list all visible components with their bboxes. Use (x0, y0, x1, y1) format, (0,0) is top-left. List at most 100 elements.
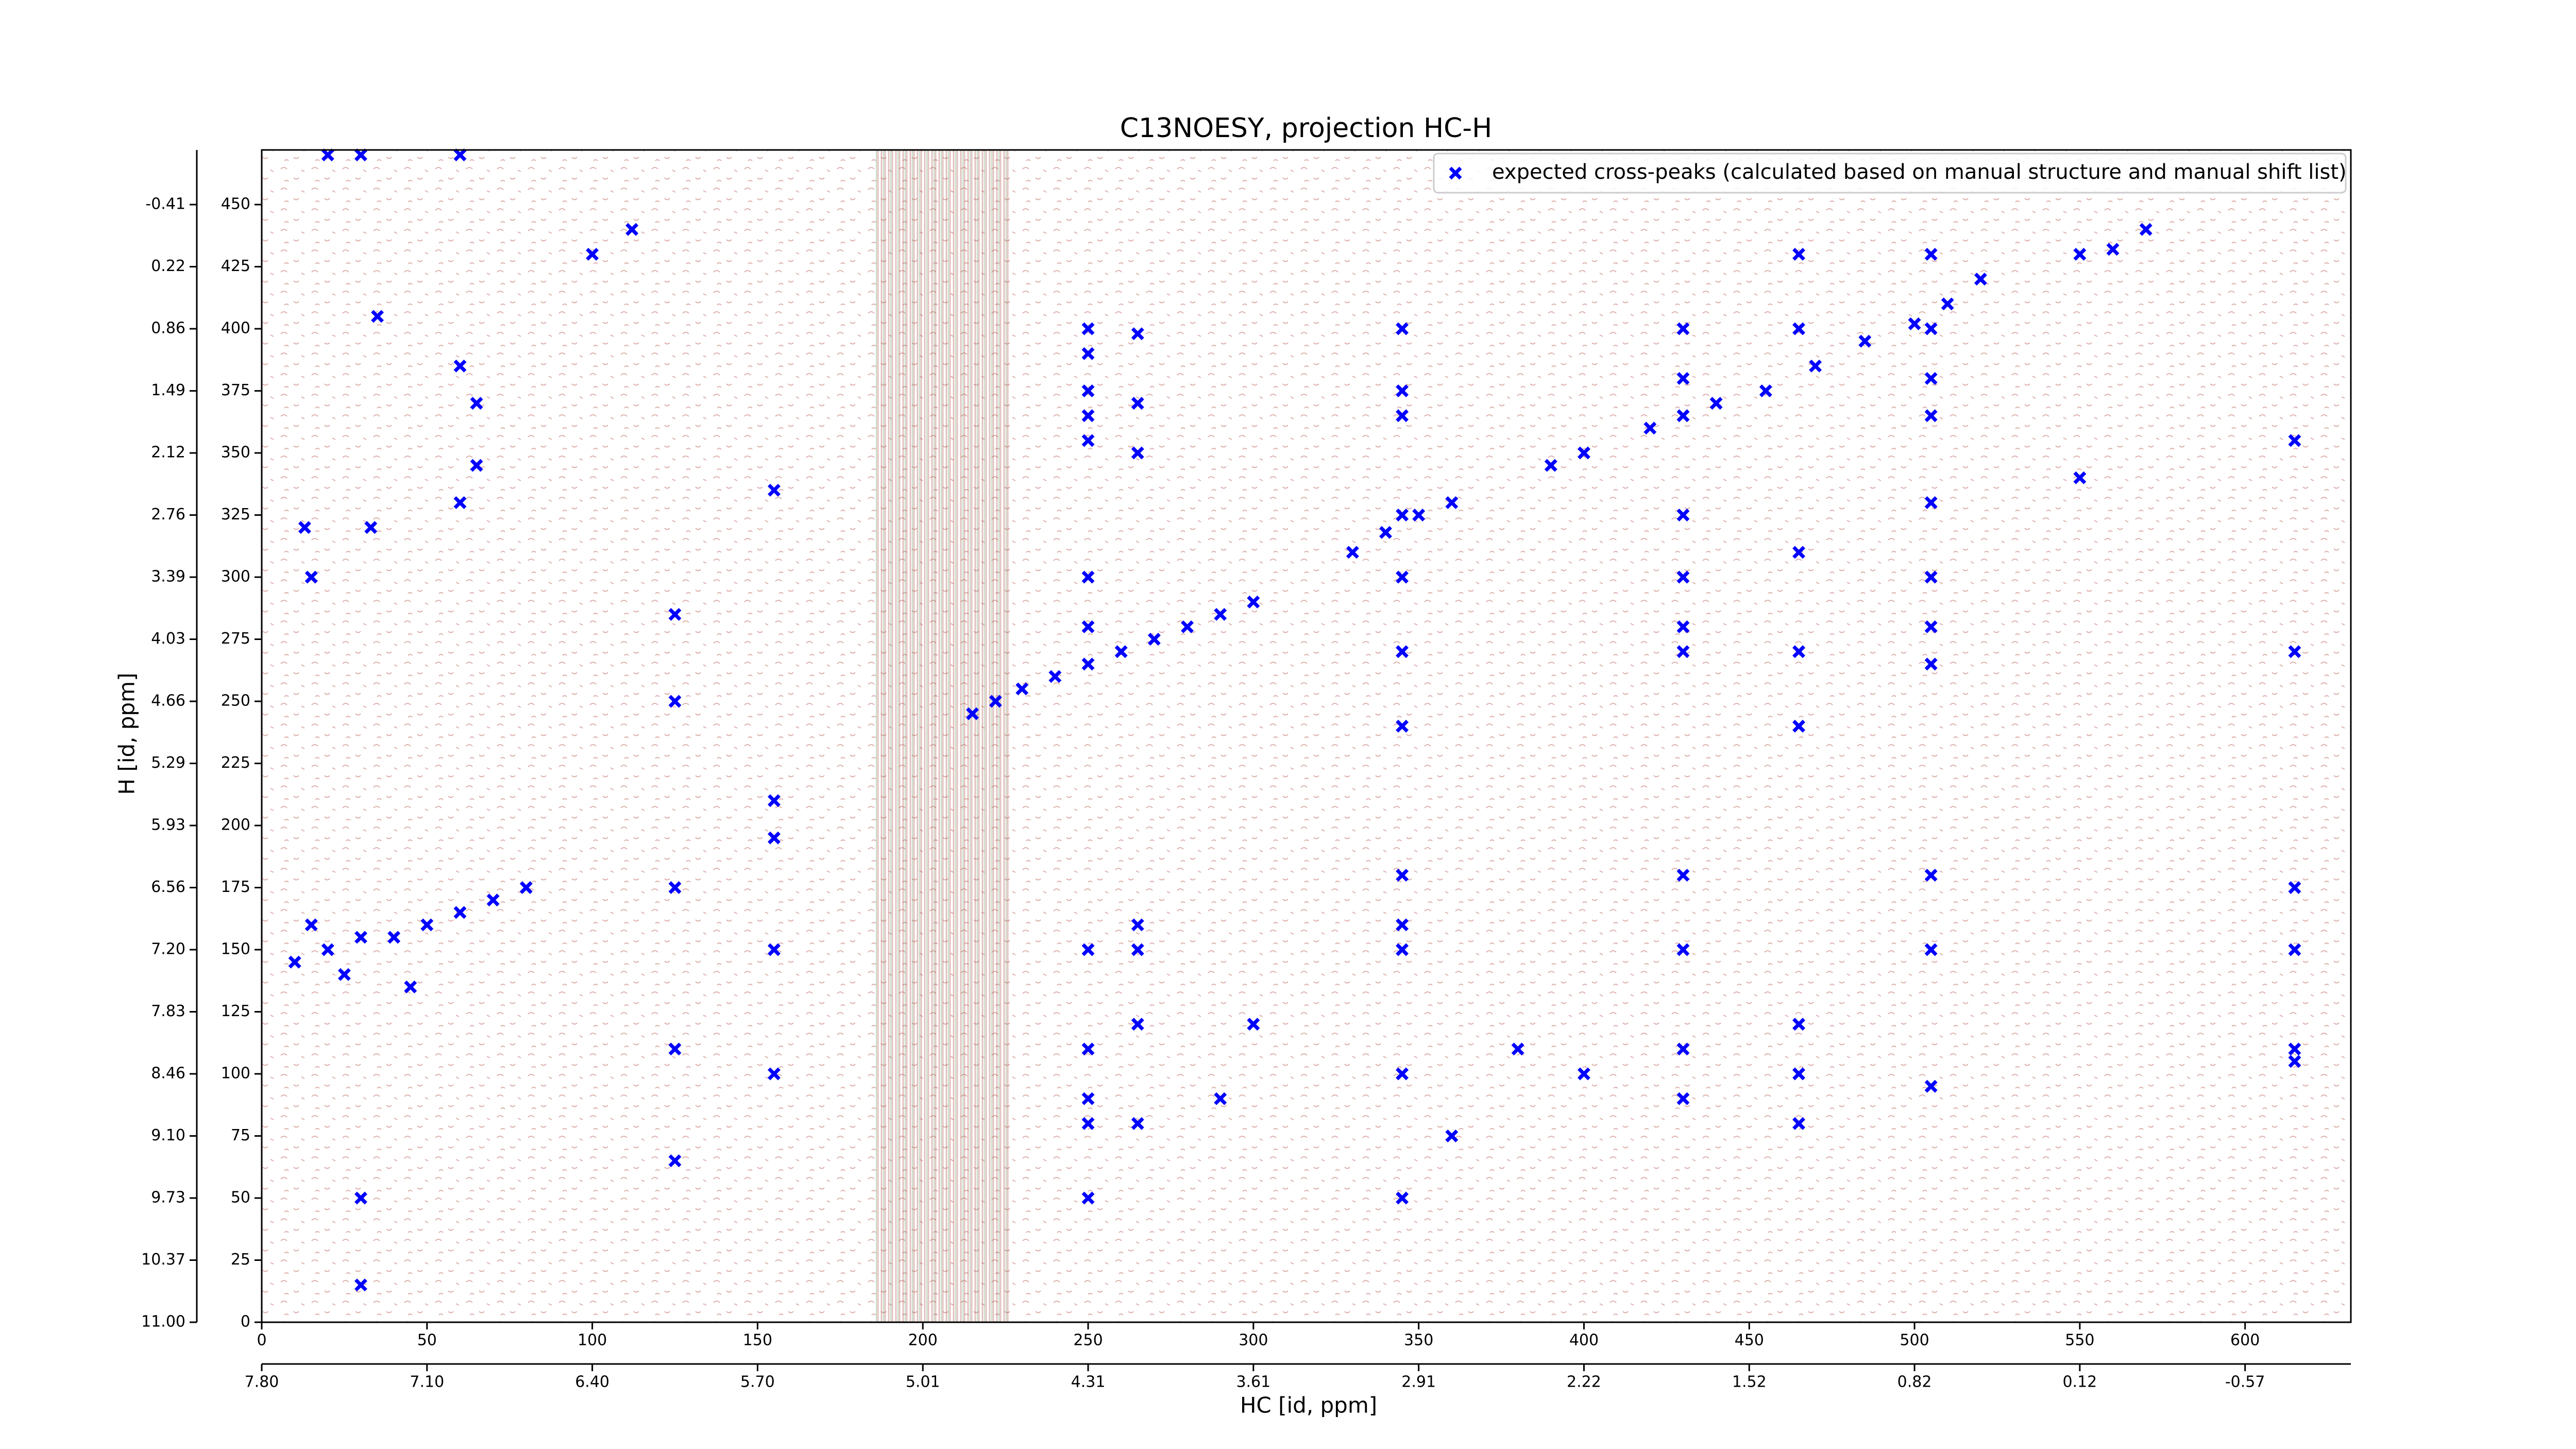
cross-peak (668, 881, 682, 894)
cross-peak (1577, 1067, 1590, 1081)
cross-peak (1131, 1018, 1144, 1031)
cross-peak (1081, 1042, 1095, 1056)
cross-peak (1081, 1117, 1095, 1130)
cross-peak (470, 397, 483, 410)
y-tick-label: 25 (231, 1251, 250, 1269)
cross-peak (1974, 273, 1987, 286)
y-tick-label: 150 (221, 940, 250, 958)
x2-tick-label: 5.01 (906, 1373, 940, 1391)
cross-peak (1396, 322, 1409, 335)
cross-peak (298, 521, 311, 534)
cross-peak (1676, 372, 1690, 385)
y-tick-label: 425 (221, 257, 250, 275)
y2-tick-label: 9.73 (151, 1189, 185, 1207)
y-tick-label: 200 (221, 816, 250, 834)
cross-peak (1081, 347, 1095, 360)
cross-peak (1081, 322, 1095, 335)
y2-tick-label: 11.00 (141, 1313, 185, 1331)
cross-peak (768, 831, 781, 845)
y-tick-label: 125 (221, 1002, 250, 1020)
x-tick-label: 550 (2065, 1332, 2094, 1350)
y-tick-label: 450 (221, 195, 250, 213)
cross-peak (1048, 670, 1062, 683)
chart-title: C13NOESY, projection HC-H (1120, 113, 1493, 144)
x2-tick-label: 7.10 (410, 1373, 444, 1391)
x2-tick-label: 7.80 (245, 1373, 279, 1391)
y2-tick-label: 8.46 (151, 1065, 185, 1083)
x2-tick-label: 1.52 (1732, 1373, 1767, 1391)
cross-peak (1445, 496, 1459, 509)
y2-tick-label: 6.56 (151, 878, 185, 896)
cross-peak (1577, 446, 1590, 460)
x2-tick-label: 3.61 (1236, 1373, 1270, 1391)
cross-peak (2288, 943, 2301, 956)
cross-peak (1396, 1067, 1409, 1081)
cross-peak (1214, 608, 1227, 621)
legend: expected cross-peaks (calculated based o… (1433, 153, 2347, 194)
cross-peak (2073, 471, 2087, 484)
cross-peak (2288, 1042, 2301, 1056)
cross-peak (1081, 384, 1095, 398)
cross-peak (1081, 409, 1095, 423)
cross-peak (1924, 570, 1938, 584)
cross-peak (1858, 334, 1872, 348)
cross-peak (2073, 247, 2087, 261)
cross-peak (519, 881, 533, 894)
cross-peak (1924, 322, 1938, 335)
cross-peak (453, 359, 467, 373)
cross-peak (1147, 633, 1161, 646)
cross-peak (1924, 620, 1938, 633)
cross-peak (1396, 918, 1409, 932)
cross-peak (1924, 868, 1938, 882)
cross-peak (1792, 645, 1805, 659)
y2-tick-label: 4.66 (151, 692, 185, 710)
y2-tick-label: 7.83 (151, 1002, 185, 1020)
cross-peak (1081, 570, 1095, 584)
cross-peak (1396, 570, 1409, 584)
cross-peak (470, 459, 483, 472)
cross-peak (1081, 620, 1095, 633)
x-tick-label: 500 (1900, 1332, 1929, 1350)
plot-frame (261, 149, 2352, 1323)
cross-peak (1081, 434, 1095, 447)
cross-peak (1792, 247, 1805, 261)
y2-tick-label: 4.03 (151, 630, 185, 648)
y-axis-label: H [id, ppm] (114, 673, 140, 795)
y2-tick-label: 2.76 (151, 506, 185, 524)
x-tick-label: 200 (908, 1332, 938, 1350)
y-tick-label: 325 (221, 506, 250, 524)
cross-peak (1396, 409, 1409, 423)
cross-peak (1379, 526, 1392, 539)
cross-peak (1792, 1067, 1805, 1081)
x2-tick-label: 0.12 (2062, 1373, 2097, 1391)
cross-peak (371, 310, 384, 323)
y-tick-label: 275 (221, 630, 250, 648)
y2-tick-label: 2.12 (151, 444, 185, 462)
cross-peak (1131, 446, 1144, 460)
cross-peak (354, 1191, 367, 1205)
y2-tick-label: 0.86 (151, 319, 185, 338)
cross-peak (1924, 247, 1938, 261)
cross-peak (1396, 645, 1409, 659)
cross-peak (1181, 620, 1194, 633)
cross-peak (768, 1067, 781, 1081)
cross-peak (354, 1278, 367, 1292)
legend-box (1433, 153, 2347, 194)
x-tick-label: 450 (1735, 1332, 1764, 1350)
x2-tick-label: 2.91 (1401, 1373, 1436, 1391)
solvent-band (876, 150, 1010, 1322)
cross-peak (1676, 1092, 1690, 1105)
cross-peak (1924, 1080, 1938, 1093)
y-tick-label: 375 (221, 381, 250, 399)
y-tick-label: 175 (221, 878, 250, 896)
cross-peak (2106, 243, 2120, 256)
y-tick-label: 250 (221, 692, 250, 710)
plot-area (288, 148, 2301, 1292)
x-tick-label: 100 (578, 1332, 607, 1350)
cross-peak (304, 570, 318, 584)
x2-tick-label: 5.70 (740, 1373, 775, 1391)
cross-peak (2288, 881, 2301, 894)
y2-tick-label: 5.29 (151, 754, 185, 772)
